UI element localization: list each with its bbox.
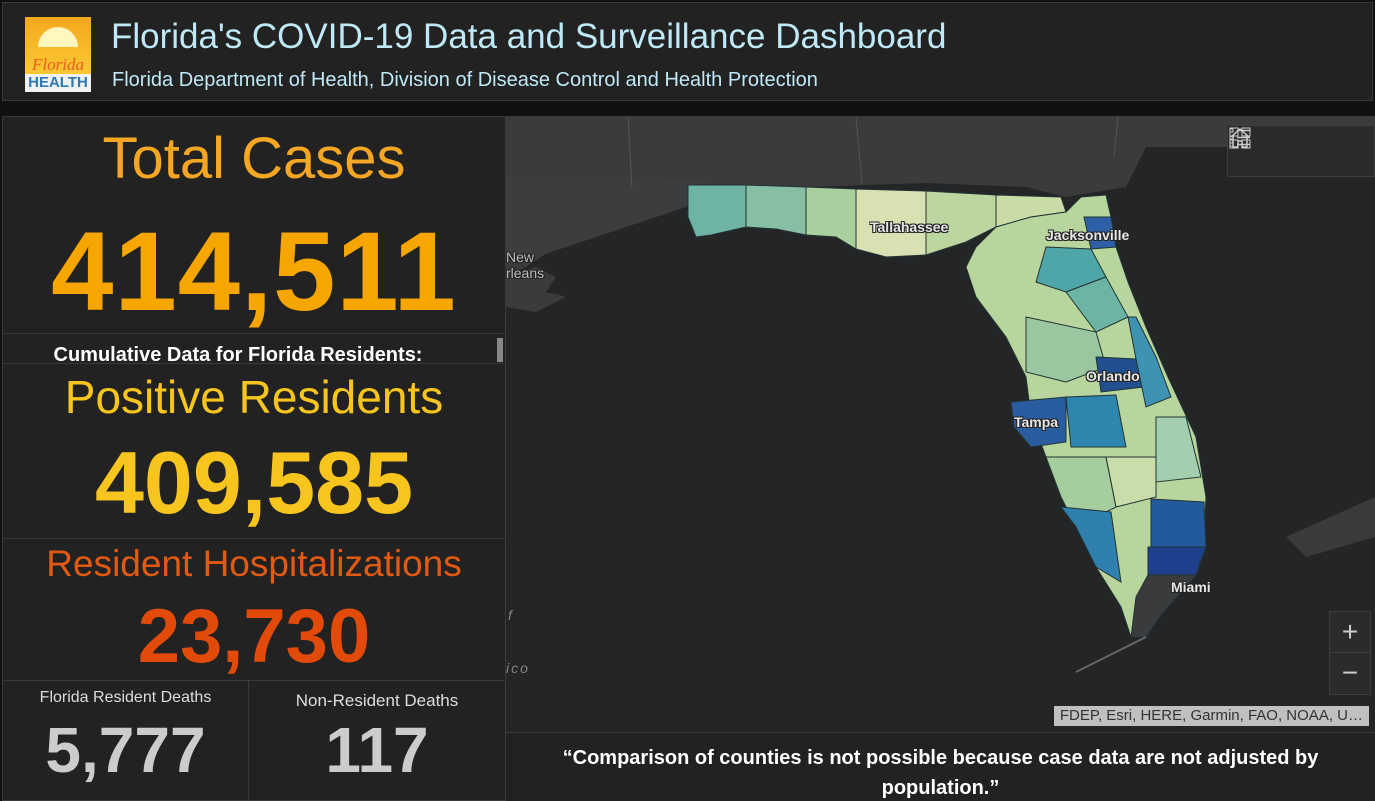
sun-icon	[38, 27, 78, 47]
legend-list-icon[interactable]	[1229, 128, 1315, 165]
non-resident-deaths-card: Non-Resident Deaths 117	[249, 681, 505, 801]
logo-word-florida: Florida	[32, 55, 84, 74]
gulf-label-fragment-2: ico	[506, 660, 530, 676]
resident-deaths-value: 5,777	[45, 714, 206, 786]
city-label-new-orleans-1: New	[506, 249, 535, 265]
resident-deaths-label: Florida Resident Deaths	[39, 689, 212, 706]
basemap-gallery-icon[interactable]	[1229, 127, 1364, 165]
florida-health-logo: Florida HEALTH	[25, 17, 91, 92]
hospitalizations-label: Resident Hospitalizations	[46, 543, 462, 584]
total-cases-value: 414,511	[51, 209, 457, 334]
stats-panel: Total Cases 414,511 Cumulative Data for …	[2, 116, 506, 801]
zoom-in-button[interactable]: +	[1330, 612, 1370, 653]
city-label-jacksonville: Jacksonville	[1046, 227, 1130, 243]
city-label-miami: Miami	[1171, 579, 1211, 595]
map-toolbar	[1227, 125, 1375, 177]
home-icon[interactable]	[1230, 127, 1266, 165]
non-resident-deaths-label: Non-Resident Deaths	[295, 691, 459, 710]
page-title: Florida's COVID-19 Data and Surveillance…	[111, 17, 947, 56]
comparison-disclaimer: “Comparison of counties is not possible …	[506, 732, 1375, 801]
total-cases-label: Total Cases	[102, 126, 406, 191]
zoom-out-button[interactable]: −	[1341, 657, 1359, 688]
zoom-control: + −	[1329, 611, 1371, 695]
city-label-tampa: Tampa	[1014, 414, 1059, 430]
florida-map-graphic[interactable]	[506, 117, 1375, 732]
positive-residents-label: Positive Residents	[64, 371, 444, 423]
map-attribution[interactable]: FDEP, Esri, HERE, Garmin, FAO, NOAA, U…	[1053, 706, 1369, 726]
city-label-tallahassee: Tallahassee	[870, 219, 949, 235]
non-resident-deaths-value: 117	[325, 714, 429, 786]
dashboard-header: Florida HEALTH Florida's COVID-19 Data a…	[2, 2, 1373, 101]
deaths-row: Florida Resident Deaths 5,777 Non-Reside…	[3, 680, 505, 801]
page-subtitle: Florida Department of Health, Division o…	[112, 69, 818, 91]
positive-residents-card: Positive Residents 409,585	[3, 363, 505, 539]
county-map[interactable]: Tallahassee Jacksonville Orlando Tampa M…	[506, 116, 1375, 732]
city-label-new-orleans-2: rleans	[506, 265, 545, 281]
resident-deaths-card: Florida Resident Deaths 5,777	[3, 681, 249, 801]
gulf-label-fragment-1: f	[508, 607, 512, 623]
city-label-orlando: Orlando	[1086, 368, 1140, 384]
cumulative-scroll-area[interactable]: Cumulative Data for Florida Residents:	[3, 333, 505, 363]
hospitalizations-value: 23,730	[137, 594, 371, 679]
scrollbar-thumb[interactable]	[497, 338, 503, 362]
cumulative-data-heading: Cumulative Data for Florida Residents:	[53, 344, 423, 363]
positive-residents-value: 409,585	[94, 433, 414, 532]
logo-word-health: HEALTH	[25, 74, 91, 92]
